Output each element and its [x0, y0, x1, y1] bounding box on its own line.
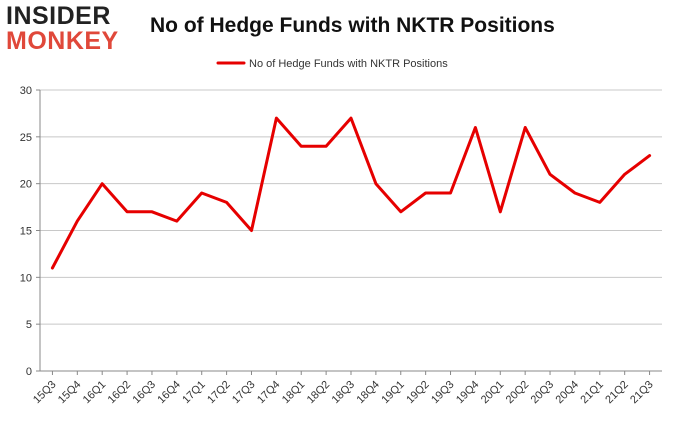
data-point	[648, 154, 651, 157]
x-tick-label: 20Q1	[479, 379, 507, 407]
data-point	[300, 145, 303, 148]
y-tick-label: 10	[20, 272, 32, 284]
legend: No of Hedge Funds with NKTR Positions	[216, 58, 448, 70]
data-point	[325, 145, 328, 148]
x-tick-label: 17Q1	[180, 379, 208, 407]
x-tick-label: 20Q3	[529, 379, 557, 407]
data-point	[424, 192, 427, 195]
x-tick-label: 18Q3	[330, 379, 358, 407]
x-tick-label: 19Q1	[379, 379, 407, 407]
x-tick-label: 18Q2	[305, 379, 333, 407]
x-tick-label: 16Q2	[106, 379, 134, 407]
x-tick-label: 21Q1	[578, 379, 606, 407]
series-group	[50, 116, 652, 270]
data-point	[549, 173, 552, 176]
y-tick-label: 20	[20, 179, 32, 191]
logo-line-2: MONKEY	[6, 27, 119, 55]
x-tick-label: 16Q4	[155, 379, 183, 407]
y-tick-label: 0	[26, 366, 32, 378]
series-line-0	[50, 116, 652, 270]
data-point	[374, 182, 377, 185]
grid-lines	[40, 89, 662, 372]
axes	[36, 89, 662, 375]
data-point	[275, 117, 278, 120]
x-tick-label: 17Q3	[230, 379, 258, 407]
data-point	[126, 210, 129, 213]
x-tick-label: 19Q3	[429, 379, 457, 407]
y-tick-label: 30	[20, 85, 32, 97]
y-tick-label: 15	[20, 226, 32, 238]
x-tick-label: 16Q1	[81, 379, 109, 407]
data-point	[76, 220, 79, 223]
x-tick-label: 16Q3	[131, 379, 159, 407]
insider-monkey-logo: INSIDER MONKEY	[6, 4, 126, 54]
x-tick-label: 21Q3	[628, 379, 656, 407]
data-point	[150, 210, 153, 213]
data-point	[474, 126, 477, 129]
x-tick-label: 17Q4	[255, 379, 283, 407]
chart-title: No of Hedge Funds with NKTR Positions	[150, 14, 555, 37]
data-point	[573, 192, 576, 195]
x-tick-label: 18Q4	[354, 379, 382, 407]
x-tick-label: 15Q4	[56, 379, 84, 407]
x-tick-label: 19Q4	[454, 379, 482, 407]
x-tick-label: 20Q4	[554, 379, 582, 407]
x-tick-label: 20Q2	[504, 379, 532, 407]
legend-label: No of Hedge Funds with NKTR Positions	[249, 58, 448, 70]
data-point	[175, 220, 178, 223]
x-tick-label: 15Q3	[31, 379, 59, 407]
y-tick-labels: 0 5 10 15 20 25 30	[20, 85, 32, 378]
x-tick-label: 17Q2	[205, 379, 233, 407]
data-point	[101, 182, 104, 185]
x-tick-label: 19Q2	[404, 379, 432, 407]
data-point	[399, 210, 402, 213]
data-point	[524, 126, 527, 129]
x-tick-label: 18Q1	[280, 379, 308, 407]
data-point	[350, 117, 353, 120]
data-point	[200, 192, 203, 195]
data-point	[449, 192, 452, 195]
data-point	[499, 210, 502, 213]
x-tick-labels: 15Q315Q416Q116Q216Q316Q417Q117Q217Q317Q4…	[31, 379, 656, 407]
data-point	[250, 229, 253, 232]
logo-line-1: INSIDER	[6, 2, 111, 30]
data-point	[51, 266, 54, 269]
data-point	[598, 201, 601, 204]
y-tick-label: 25	[20, 132, 32, 144]
x-tick-label: 21Q2	[603, 379, 631, 407]
data-point	[225, 201, 228, 204]
y-tick-label: 5	[26, 319, 32, 331]
data-point	[623, 173, 626, 176]
